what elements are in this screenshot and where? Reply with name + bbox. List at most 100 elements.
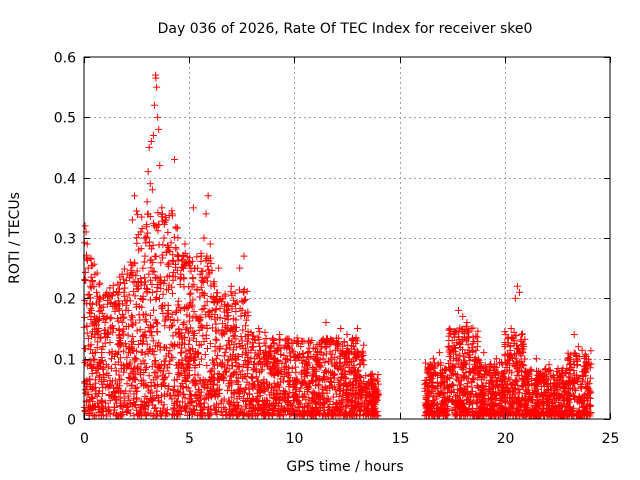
data-point (180, 319, 188, 327)
data-point (226, 352, 234, 360)
data-point (118, 300, 126, 308)
data-point (137, 404, 145, 412)
data-point (320, 406, 328, 414)
data-point (166, 316, 174, 324)
data-point (210, 298, 218, 306)
data-point (151, 342, 159, 350)
data-point (164, 228, 172, 236)
data-point (172, 308, 180, 316)
data-point (83, 390, 91, 398)
data-point (186, 387, 194, 395)
data-point (157, 259, 165, 267)
data-point (212, 335, 220, 343)
data-point (331, 371, 339, 379)
data-point (149, 306, 157, 314)
data-point (172, 244, 180, 252)
data-point (117, 397, 125, 405)
data-point (295, 387, 303, 395)
data-point (170, 233, 178, 241)
data-point (203, 361, 211, 369)
data-point (186, 336, 194, 344)
data-point (123, 353, 131, 361)
data-point (125, 291, 133, 299)
data-point (262, 334, 270, 342)
data-point (196, 361, 204, 369)
data-point (114, 280, 122, 288)
data-point (123, 408, 131, 416)
data-point (330, 370, 338, 378)
y-tick-label: 0 (67, 413, 76, 429)
data-point (137, 377, 145, 385)
data-point (199, 332, 207, 340)
data-point (189, 274, 197, 282)
data-point (124, 331, 132, 339)
data-point (158, 305, 166, 313)
data-point (153, 284, 161, 292)
data-point (81, 408, 89, 416)
data-point (114, 297, 122, 305)
data-point (133, 364, 141, 372)
data-point (146, 296, 154, 304)
data-point (313, 406, 321, 414)
data-point (120, 347, 128, 355)
data-point (187, 289, 195, 297)
data-point (196, 411, 204, 419)
data-point (178, 344, 186, 352)
data-point (91, 356, 99, 364)
data-point (165, 360, 173, 368)
chart-title: Day 036 of 2026, Rate Of TEC Index for r… (158, 21, 533, 37)
data-point (153, 328, 161, 336)
data-point (284, 378, 292, 386)
data-point (282, 335, 290, 343)
data-point (192, 313, 200, 321)
data-point (230, 322, 238, 330)
data-point (98, 398, 106, 406)
data-point (295, 354, 303, 362)
data-point (206, 340, 214, 348)
data-point (104, 300, 112, 308)
data-point (256, 342, 264, 350)
data-point (131, 292, 139, 300)
data-point (320, 399, 328, 407)
data-point (123, 301, 131, 309)
data-point (371, 377, 379, 385)
data-point (238, 367, 246, 375)
data-point (293, 375, 301, 383)
data-point (169, 289, 177, 297)
data-point (276, 378, 284, 386)
data-point (135, 311, 143, 319)
data-point (194, 349, 202, 357)
data-point (235, 393, 243, 401)
data-point (187, 392, 195, 400)
y-tick-label: 0.5 (54, 111, 76, 127)
data-point (174, 364, 182, 372)
data-point (129, 333, 137, 341)
data-point (274, 346, 282, 354)
data-point (224, 357, 232, 365)
data-point (336, 386, 344, 394)
data-point (149, 241, 157, 249)
data-point (143, 340, 151, 348)
data-point (229, 362, 237, 370)
data-point (136, 326, 144, 334)
data-point (178, 356, 186, 364)
data-point (170, 382, 178, 390)
data-point (163, 286, 171, 294)
data-point (111, 307, 119, 315)
data-point (126, 359, 134, 367)
data-point (138, 303, 146, 311)
data-point (168, 310, 176, 318)
x-axis-label: GPS time / hours (286, 459, 403, 475)
data-point (183, 324, 191, 332)
data-point (236, 305, 244, 313)
data-point (193, 253, 201, 261)
x-tick-label: 5 (185, 431, 194, 447)
data-point (238, 351, 246, 359)
data-point (138, 225, 146, 233)
data-point (118, 318, 126, 326)
data-point (256, 346, 264, 354)
data-point (93, 392, 101, 400)
data-point (139, 332, 147, 340)
data-point (271, 349, 279, 357)
data-point (190, 308, 198, 316)
